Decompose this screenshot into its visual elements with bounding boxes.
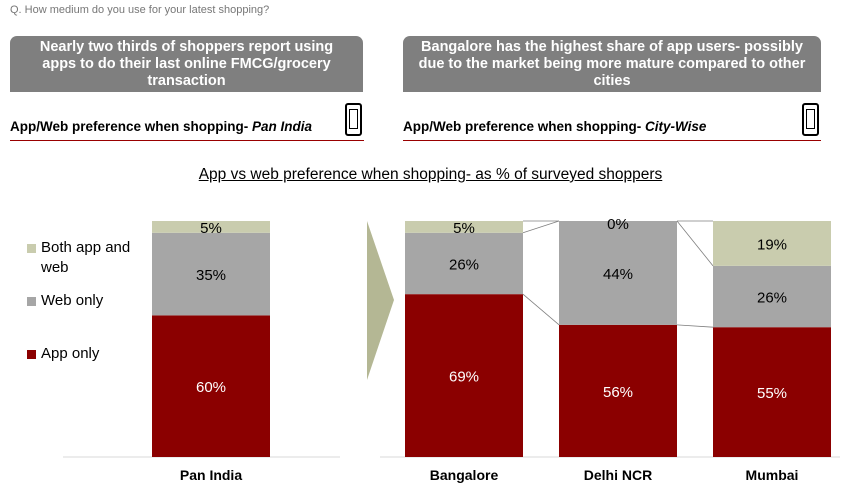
bar-bangalore-app-only xyxy=(405,294,523,457)
chart-title-text: App vs web preference when shopping- as … xyxy=(198,166,663,183)
connector-line xyxy=(522,220,560,234)
survey-question: Q. How medium do you use for your latest… xyxy=(10,4,270,16)
city-wise-section-title-emphasis: City-Wise xyxy=(645,119,707,134)
pan-india-insight-banner: Nearly two thirds of shoppers report usi… xyxy=(10,36,363,92)
city-wise-section-header: App/Web preference when shopping- City-W… xyxy=(403,103,821,141)
data-label-pan-india-app-only: 60% xyxy=(196,379,226,396)
bar-pan-india-both-app-and-web xyxy=(152,221,270,233)
smartphone-icon xyxy=(802,103,819,136)
category-label-mumbai: Mumbai xyxy=(746,467,799,483)
data-label-delhi-ncr-web-only: 44% xyxy=(603,266,633,283)
bar-mumbai-app-only xyxy=(713,327,831,457)
data-label-pan-india-both-app-and-web: 5% xyxy=(200,220,222,237)
bar-bangalore-web-only xyxy=(405,232,523,295)
data-label-delhi-ncr-app-only: 56% xyxy=(603,384,633,401)
bar-mumbai-both-app-and-web xyxy=(713,221,831,266)
data-label-pan-india-web-only: 35% xyxy=(196,267,226,284)
bar-bangalore-both-app-and-web xyxy=(405,221,523,233)
category-label-bangalore: Bangalore xyxy=(430,467,499,483)
connector-line xyxy=(676,220,714,267)
pan-india-section-header: App/Web preference when shopping- Pan In… xyxy=(10,103,364,141)
category-label-pan-india: Pan India xyxy=(180,467,242,483)
connector-line xyxy=(522,293,560,326)
divider-arrow xyxy=(367,221,394,380)
data-label-mumbai-app-only: 55% xyxy=(757,385,787,402)
legend-label-web-only: Web only xyxy=(41,292,104,309)
legend-swatch-app-only xyxy=(27,350,36,359)
legend-label-app-only: App only xyxy=(41,345,100,362)
bar-pan-india-app-only xyxy=(152,315,270,457)
legend-label-both-app-and-web: Both app and web xyxy=(40,239,130,276)
bar-mumbai-web-only xyxy=(713,265,831,328)
data-label-bangalore-both-app-and-web: 5% xyxy=(453,220,475,237)
legend-swatch-web-only xyxy=(27,297,36,306)
city-wise-section-title: App/Web preference when shopping- City-W… xyxy=(403,119,706,134)
legend-label-line: Both app and xyxy=(41,239,130,256)
pan-india-section-title-emphasis: Pan India xyxy=(252,119,313,134)
data-label-mumbai-both-app-and-web: 19% xyxy=(757,236,787,253)
data-label-bangalore-app-only: 69% xyxy=(449,369,479,386)
data-label-bangalore-web-only: 26% xyxy=(449,256,479,273)
data-label-delhi-ncr-both-app-and-web: 0% xyxy=(607,216,629,233)
bar-delhi-ncr-app-only xyxy=(559,324,677,457)
smartphone-icon xyxy=(345,103,362,136)
legend-swatch-both-app-and-web xyxy=(27,244,36,253)
legend-label-line: web xyxy=(40,259,69,276)
bar-pan-india-web-only xyxy=(152,232,270,316)
chart-title: App vs web preference when shopping- as … xyxy=(0,166,861,184)
category-label-delhi-ncr: Delhi NCR xyxy=(584,467,652,483)
bar-delhi-ncr-web-only xyxy=(559,221,677,325)
data-label-mumbai-web-only: 26% xyxy=(757,290,787,307)
pan-india-section-title: App/Web preference when shopping- Pan In… xyxy=(10,119,312,134)
pan-india-section-title-prefix: App/Web preference when shopping- xyxy=(10,119,253,134)
city-wise-insight-banner: Bangalore has the highest share of app u… xyxy=(403,36,821,92)
connector-line xyxy=(676,324,714,328)
city-wise-section-title-prefix: App/Web preference when shopping- xyxy=(403,119,646,134)
